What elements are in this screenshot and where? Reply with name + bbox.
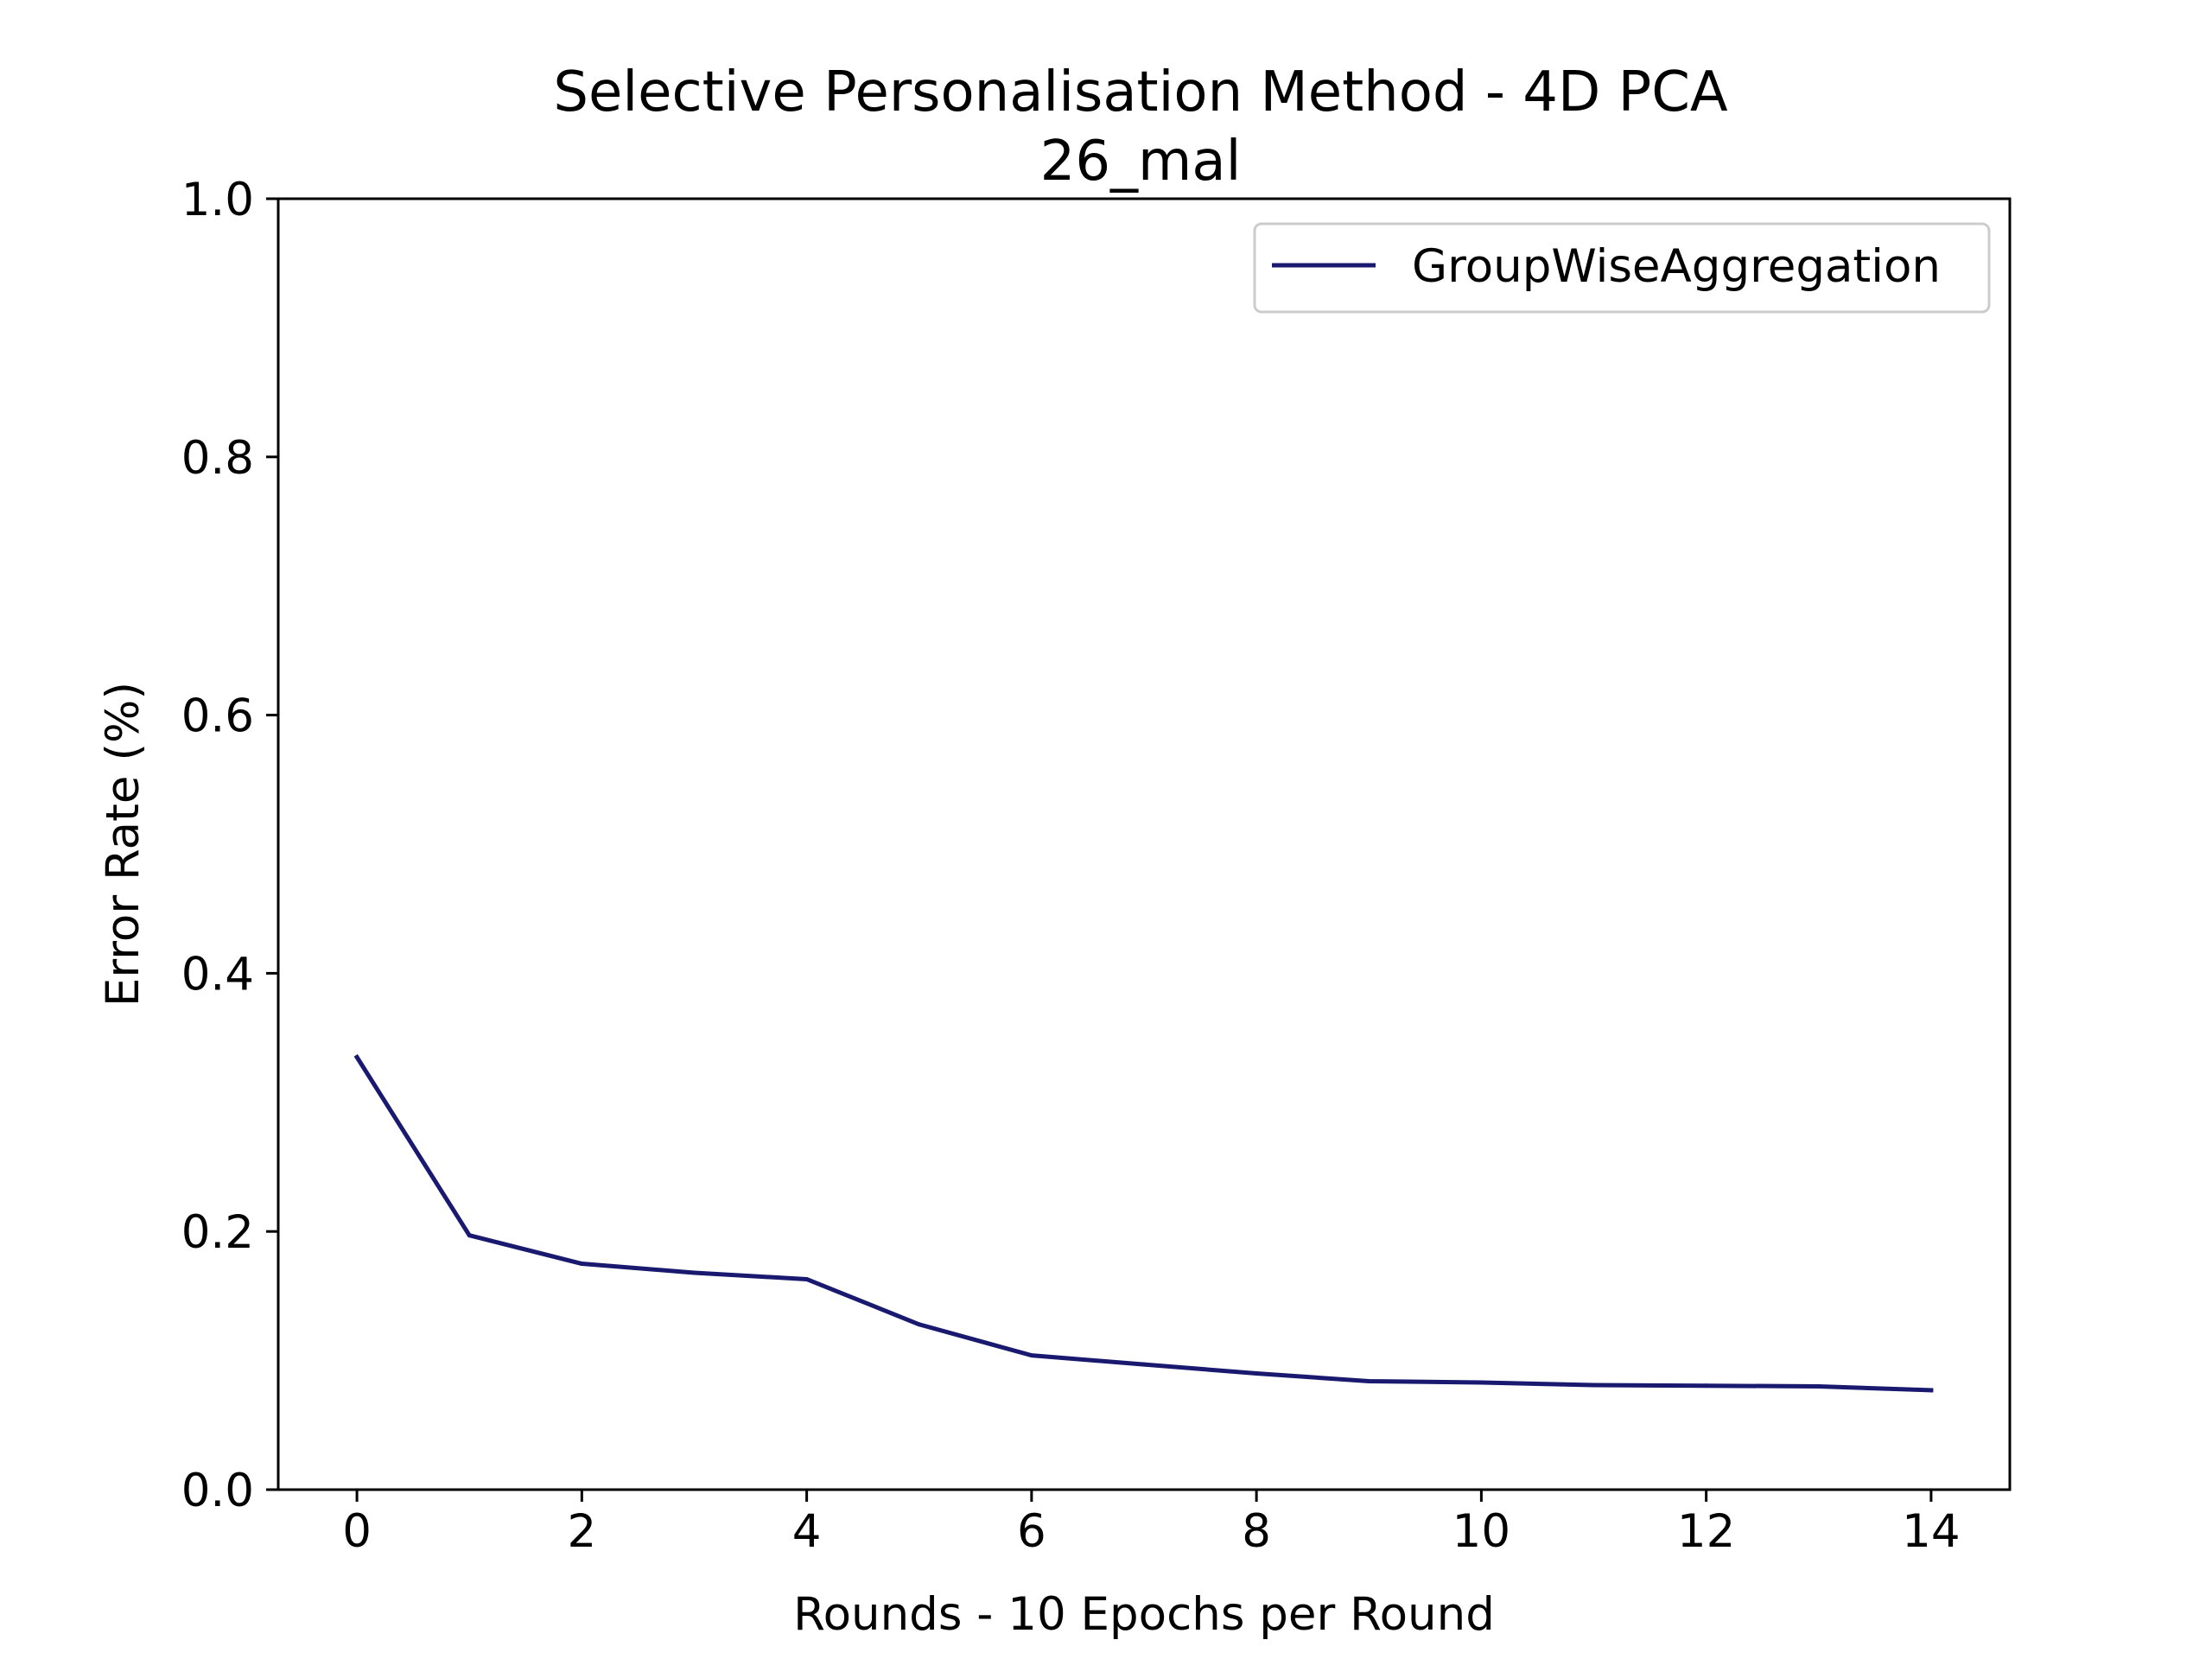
legend: GroupWiseAggregation xyxy=(1253,222,1991,314)
data-point xyxy=(1592,1382,1597,1388)
data-point xyxy=(579,1262,584,1267)
y-tick-label: 0.8 xyxy=(181,432,254,485)
data-point xyxy=(1816,1383,1821,1389)
x-tick-label: 12 xyxy=(1677,1505,1735,1558)
chart-title: Selective Personalisation Method - 4D PC… xyxy=(553,60,1728,124)
data-point xyxy=(917,1322,922,1327)
data-point xyxy=(691,1270,696,1275)
data-point xyxy=(1704,1383,1709,1389)
series-layer xyxy=(353,1054,1934,1393)
y-tick-label: 0.0 xyxy=(181,1465,254,1517)
x-tick-label: 6 xyxy=(1017,1505,1046,1558)
data-point xyxy=(1478,1380,1484,1385)
y-tick-label: 1.0 xyxy=(181,174,254,226)
y-axis-label: Error Rate (%) xyxy=(97,682,149,1007)
y-tick-label: 0.4 xyxy=(181,948,254,1001)
y-tick-label: 0.6 xyxy=(181,690,254,743)
legend-label-groupwiseaggregation: GroupWiseAggregation xyxy=(1412,240,1941,293)
legend-box xyxy=(1253,222,1991,314)
data-point xyxy=(1029,1353,1034,1358)
x-tick-label: 2 xyxy=(567,1505,596,1558)
x-tick-label: 14 xyxy=(1902,1505,1960,1558)
data-point xyxy=(1366,1379,1371,1384)
plot-area-frame xyxy=(276,197,2012,1491)
data-point xyxy=(354,1055,359,1060)
data-point xyxy=(467,1233,472,1238)
y-tick-label: 0.2 xyxy=(181,1206,254,1259)
data-point xyxy=(804,1276,810,1281)
data-point xyxy=(1254,1371,1259,1376)
x-tick-label: 4 xyxy=(792,1505,822,1558)
data-point xyxy=(1929,1388,1934,1393)
x-tick-label: 8 xyxy=(1242,1505,1271,1558)
x-axis-label: Rounds - 10 Epochs per Round xyxy=(793,1588,1495,1641)
chart-subtitle: 26_mal xyxy=(1040,130,1242,194)
x-tick-label: 10 xyxy=(1452,1505,1510,1558)
x-tick-label: 0 xyxy=(342,1505,372,1558)
axis-ticks: 0 2 4 6 8 10 12 14 0.0 0.2 0.4 0.6 0.8 1.0 xyxy=(181,174,1961,1558)
data-point xyxy=(1141,1362,1147,1367)
